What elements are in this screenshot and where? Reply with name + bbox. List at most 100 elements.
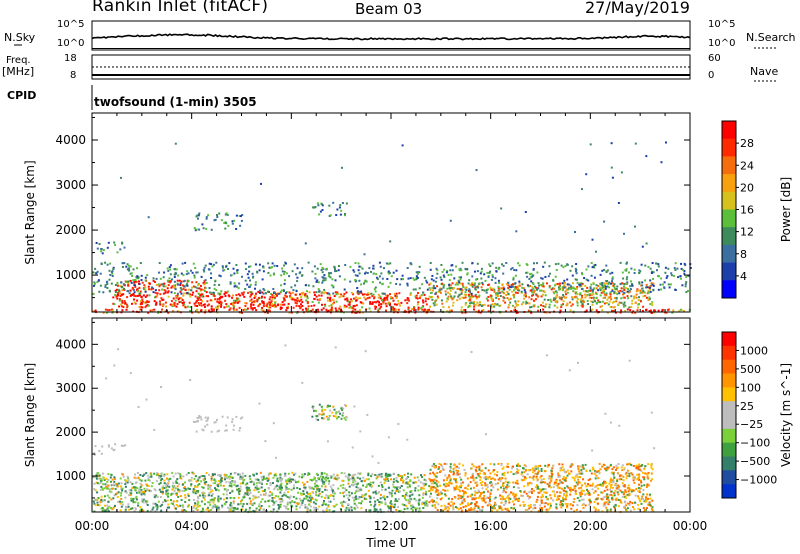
power-cell [388, 304, 391, 307]
power-cell [591, 308, 594, 311]
power-cell [548, 285, 551, 288]
power-cell [465, 268, 468, 271]
power-cell [199, 289, 202, 292]
velocity-cell [436, 485, 439, 488]
power-colorbar-segment [722, 138, 736, 157]
power-cell [387, 285, 390, 288]
power-cell [152, 277, 155, 280]
velocity-cell [616, 486, 619, 489]
velocity-cell [424, 500, 427, 503]
power-cell [663, 281, 666, 284]
power-cell [311, 308, 314, 311]
power-cell [422, 310, 425, 313]
cpid-value: twofsound (1-min) 3505 [94, 95, 257, 109]
velocity-cell [303, 486, 306, 489]
power-cell [196, 271, 199, 274]
power-cell [250, 303, 253, 306]
power-cell [95, 242, 98, 244]
power-cell [623, 283, 626, 285]
power-cell [121, 301, 124, 304]
velocity-cell [405, 491, 408, 494]
power-data-layer [92, 141, 692, 314]
power-cell [173, 302, 176, 305]
velocity-cell [241, 499, 243, 502]
velocity-cell [454, 488, 457, 491]
power-cell [607, 303, 610, 306]
power-colorbar-tick-label: 8 [740, 248, 747, 261]
power-cell [517, 285, 520, 288]
power-cell [450, 296, 453, 299]
power-cell [394, 308, 397, 311]
power-cell [204, 264, 207, 267]
velocity-cell [151, 508, 154, 511]
power-cell [249, 283, 252, 286]
velocity-cell [244, 483, 247, 486]
velocity-cell [131, 498, 134, 501]
velocity-cell [324, 485, 327, 488]
velocity-cell [612, 466, 615, 469]
power-cell [371, 295, 374, 298]
power-cell [571, 274, 574, 277]
power-cell [581, 288, 583, 290]
velocity-cell [476, 491, 479, 494]
velocity-cell [196, 509, 199, 511]
power-cell [134, 284, 136, 287]
power-cell [605, 271, 608, 273]
velocity-cell [358, 502, 361, 504]
velocity-cell [355, 498, 358, 501]
velocity-cell [95, 474, 98, 477]
power-cell [191, 271, 194, 274]
velocity-cell [163, 499, 166, 502]
power-cell [358, 279, 361, 282]
velocity-cell [272, 476, 275, 479]
power-cell [515, 302, 517, 305]
power-cell [222, 266, 224, 269]
power-cell [619, 311, 622, 314]
velocity-cell [380, 475, 383, 478]
velocity-cell [373, 505, 376, 508]
power-cell [337, 292, 340, 295]
velocity-cell [449, 504, 452, 507]
power-cell [540, 289, 543, 292]
power-cell [290, 286, 293, 289]
velocity-cell [295, 505, 298, 508]
power-cell [294, 301, 297, 304]
power-cell [198, 287, 201, 290]
power-cell [239, 215, 242, 218]
power-cell [232, 299, 235, 302]
velocity-cell [633, 489, 636, 492]
power-cell [599, 273, 602, 276]
power-cell [195, 281, 198, 284]
power-cell [451, 269, 454, 272]
velocity-cell [173, 486, 176, 489]
power-cell [203, 290, 206, 292]
power-cell [505, 310, 507, 313]
velocity-cell [323, 483, 326, 485]
power-cell [218, 302, 221, 304]
velocity-cell [349, 477, 352, 480]
velocity-cell [279, 505, 282, 508]
velocity-cell [159, 490, 162, 493]
power-cell [379, 295, 382, 298]
power-cell [102, 249, 105, 252]
velocity-cell [114, 488, 117, 490]
power-cell [169, 281, 172, 284]
power-cell [100, 262, 103, 265]
power-cell [415, 297, 418, 299]
velocity-cell [308, 500, 311, 502]
power-cell [561, 286, 564, 289]
power-colorbar-segment [722, 191, 736, 210]
power-cell [262, 300, 265, 303]
power-cell [660, 161, 663, 164]
power-cell [434, 287, 437, 290]
velocity-cell [160, 473, 163, 476]
velocity-cell [327, 497, 330, 499]
velocity-cell [198, 476, 201, 479]
velocity-cell [520, 478, 523, 481]
velocity-cell [348, 485, 351, 488]
power-colorbar-segment [722, 227, 736, 246]
power-cell [576, 286, 579, 288]
velocity-cell [504, 477, 507, 480]
velocity-cell [286, 482, 289, 485]
velocity-cell [512, 473, 515, 476]
